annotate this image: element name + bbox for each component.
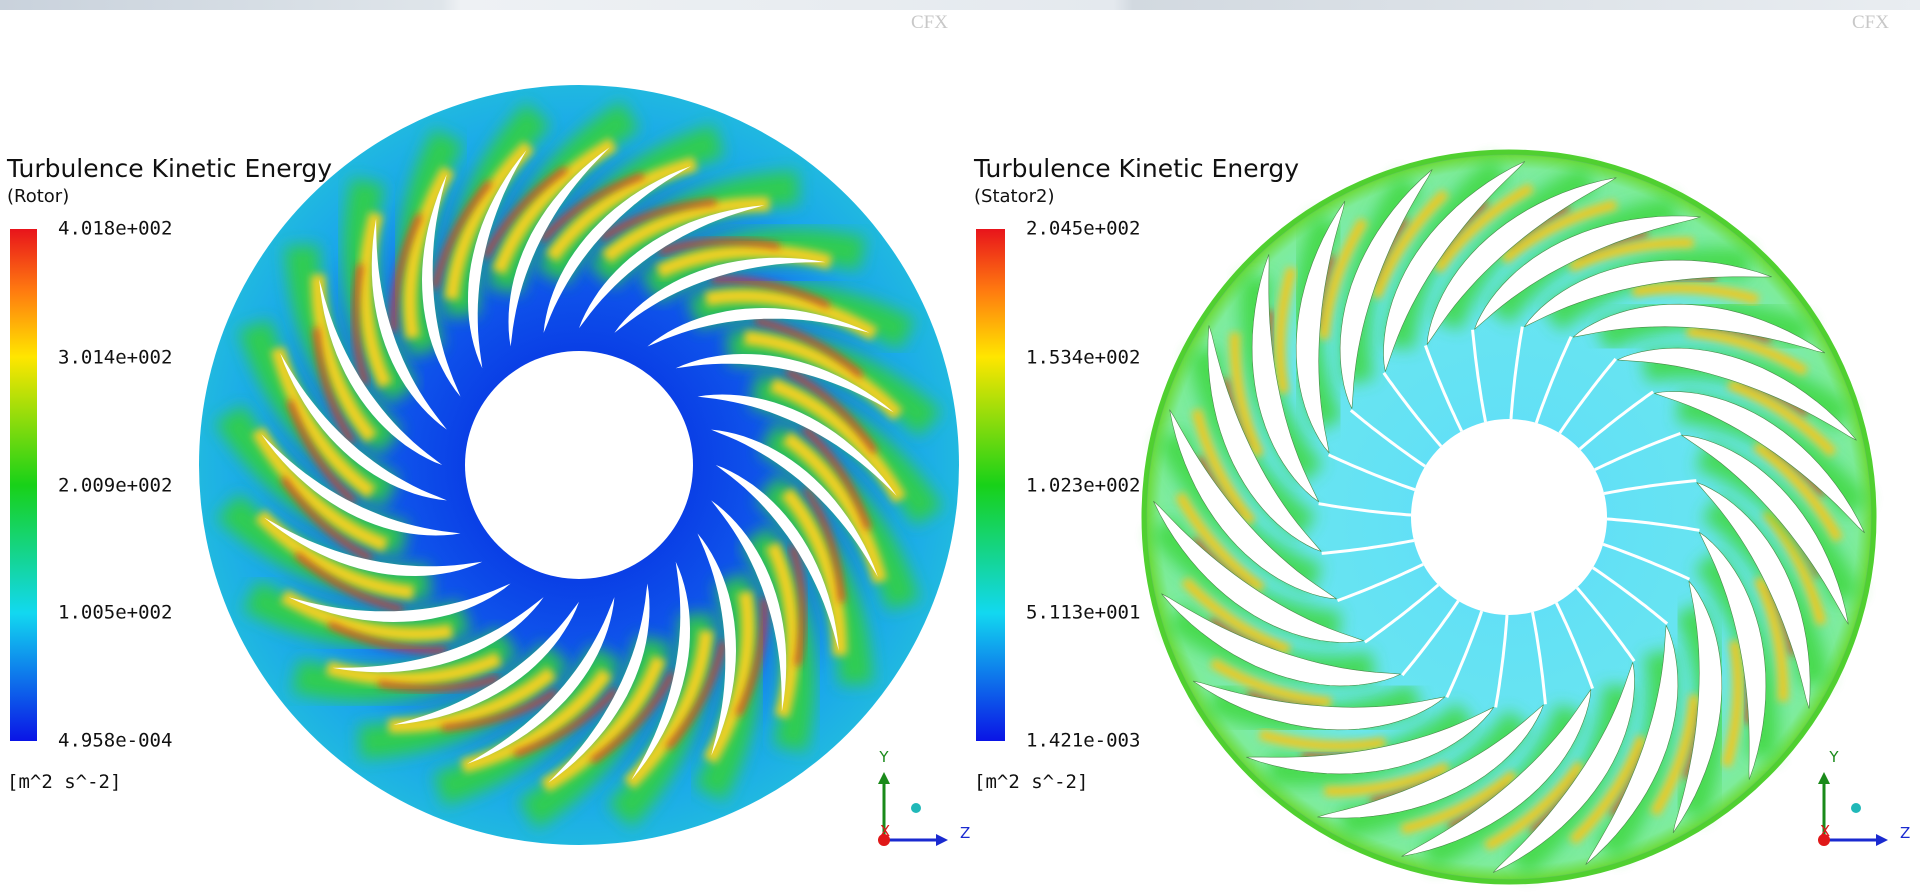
rotor-contour	[199, 85, 959, 845]
units: [m^2 s^-2]	[7, 771, 121, 793]
legend-label: 1.023e+002	[1026, 475, 1140, 497]
color-bar	[976, 229, 1005, 741]
legend-title: Turbulence Kinetic Energy	[973, 154, 1299, 183]
legend-label: 5.113e+001	[1026, 602, 1140, 624]
axis-y-label: Y	[878, 748, 889, 766]
legend-label: 4.018e+002	[58, 218, 172, 240]
axis-y-label: Y	[1828, 748, 1839, 766]
axis-triad: Y X Z	[878, 748, 970, 846]
legend-label: 4.958e-004	[58, 730, 172, 752]
legend-label: 1.534e+002	[1026, 347, 1140, 369]
axis-x-label: X	[880, 822, 890, 840]
axis-z-label: Z	[1900, 824, 1910, 842]
top-bar	[0, 0, 1920, 10]
watermark: CFX	[1852, 12, 1889, 33]
rotor-panel: Turbulence Kinetic Energy (Rotor) 4.018e…	[6, 85, 970, 846]
screenshot: CFX CFX Turbulence Kinetic Energy (Rotor…	[0, 0, 1920, 894]
legend-subtitle: (Stator2)	[974, 186, 1054, 207]
legend-label: 3.014e+002	[58, 347, 172, 369]
units: [m^2 s^-2]	[974, 771, 1088, 793]
hub-hole	[1411, 419, 1607, 615]
axis-x-label: X	[1820, 822, 1830, 840]
stator-contour	[1142, 150, 1876, 884]
legend-label: 2.009e+002	[58, 475, 172, 497]
legend-title: Turbulence Kinetic Energy	[6, 154, 332, 183]
stator-panel: Turbulence Kinetic Energy (Stator2) 2.04…	[973, 150, 1910, 884]
color-bar	[10, 229, 37, 741]
legend-label: 1.421e-003	[1026, 730, 1140, 752]
axis-z-label: Z	[960, 824, 970, 842]
legend-subtitle: (Rotor)	[7, 186, 69, 207]
watermark: CFX	[911, 12, 948, 33]
axis-triad: Y X Z	[1818, 748, 1910, 846]
legend-label: 2.045e+002	[1026, 218, 1140, 240]
legend-label: 1.005e+002	[58, 602, 172, 624]
hub-hole	[465, 351, 693, 579]
